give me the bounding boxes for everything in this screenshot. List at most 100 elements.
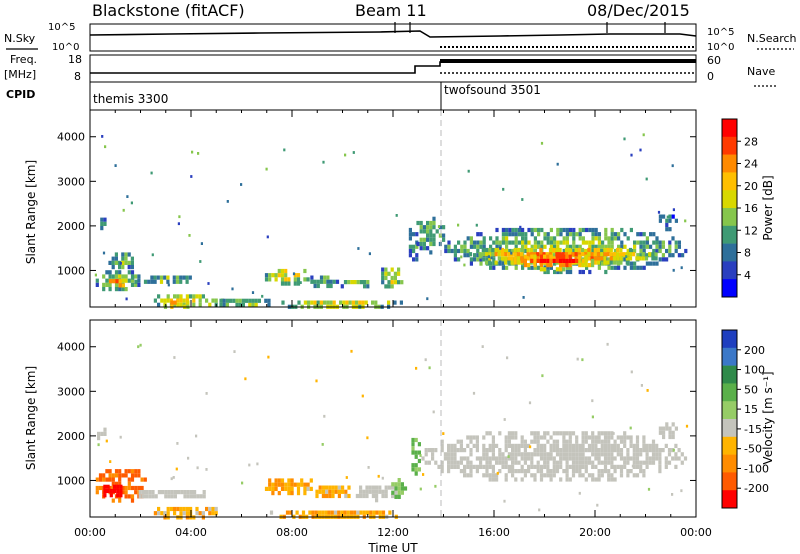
data-cell [584,263,588,268]
data-cell [645,443,649,448]
data-cell [315,489,319,494]
data-cell [530,464,534,469]
data-cell [447,452,451,457]
data-cell [315,493,319,499]
data-cell [488,448,492,453]
data-cell [629,469,633,474]
data-cell [416,241,420,247]
data-cell [572,236,576,241]
data-cell [166,294,170,299]
data-cell [153,511,157,516]
data-cell [539,473,544,478]
data-cell [594,435,598,440]
data-cell [540,141,544,145]
nsky-frame [89,23,697,52]
data-cell [533,464,537,469]
data-cell [108,270,112,275]
data-cell [600,452,604,457]
data-cell [114,287,119,292]
data-cell [334,489,338,494]
data-cell [578,460,582,465]
data-cell [466,443,470,448]
data-cell [485,452,489,457]
data-cell [597,456,601,461]
data-cell [533,435,537,440]
data-cell [581,439,585,444]
data-cell [127,469,131,474]
data-cell [552,258,556,263]
data-cell [527,265,531,270]
data-cell [429,229,433,234]
data-cell [533,227,537,233]
data-cell [397,267,401,272]
data-cell [607,469,611,474]
data-cell [530,227,534,233]
data-cell [568,443,572,448]
data-cell [594,232,598,237]
data-cell [466,236,470,241]
colorbar-tick-label: -200 [744,482,769,495]
data-cell [153,279,157,284]
data-cell [533,240,537,245]
data-cell [597,452,601,457]
data-cell [520,435,524,440]
data-cell [323,275,327,280]
data-cell [121,283,125,288]
data-cell [127,260,131,265]
data-cell [533,254,537,259]
data-cell [549,265,553,270]
data-cell [591,236,595,241]
data-cell [665,218,669,223]
data-cell [504,435,508,440]
data-cell [532,252,537,257]
data-cell [296,482,301,487]
data-cell [371,493,375,499]
data-cell [549,469,553,474]
data-cell [134,279,138,284]
data-cell [195,434,198,438]
data-cell [325,493,329,499]
data-cell [626,236,630,241]
data-cell [505,227,509,233]
data-cell [154,494,158,499]
data-cell [453,460,457,465]
data-cell [114,256,118,261]
data-cell [316,283,320,289]
data-cell [198,294,202,299]
data-cell [671,253,675,258]
data-cell [639,469,643,474]
data-cell [504,256,508,261]
data-cell [394,489,398,494]
data-cell [505,236,509,241]
data-cell [607,477,611,482]
data-cell [397,478,401,483]
data-cell [119,488,123,494]
data-cell [533,258,537,263]
data-cell [390,275,394,281]
data-cell [536,252,540,257]
data-cell [507,455,510,458]
data-cell [559,460,563,465]
data-cell [674,426,678,431]
data-cell [530,473,534,478]
data-cell [575,439,579,444]
data-cell [520,456,524,461]
data-cell [450,456,454,461]
data-cell [613,265,617,270]
data-cell [537,232,541,237]
data-cell [357,247,360,250]
data-cell [124,469,128,474]
data-cell [432,410,435,414]
data-cell [658,469,662,474]
data-cell [105,469,109,474]
data-cell [296,277,301,282]
colorbar-cell [722,190,737,209]
data-cell [584,435,588,440]
data-cell [476,253,480,258]
data-cell [497,256,501,261]
data-cell [363,284,367,289]
data-cell [205,298,209,303]
data-cell [517,460,521,465]
data-cell [539,435,544,440]
